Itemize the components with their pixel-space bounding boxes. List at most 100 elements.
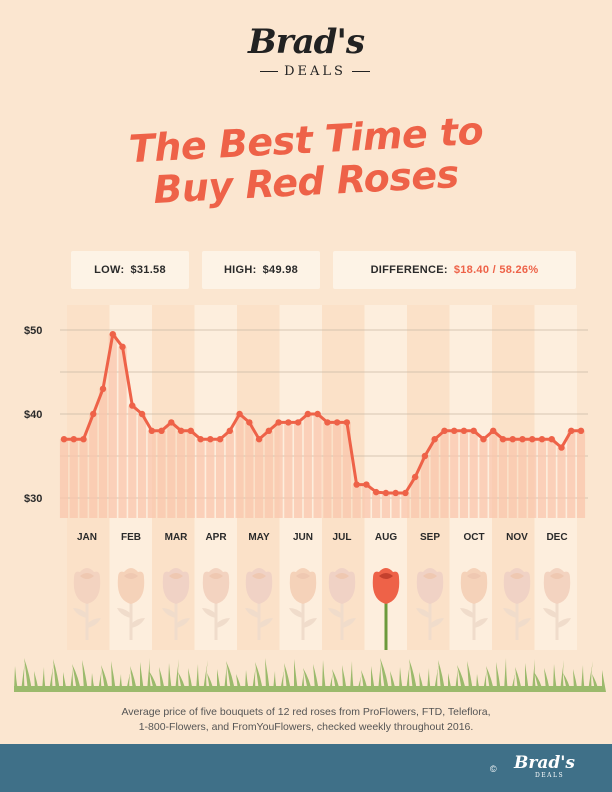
data-point [411, 473, 419, 481]
brand-logo: Brad's DEALS [0, 22, 612, 80]
data-point [548, 436, 555, 443]
data-point [441, 427, 448, 434]
data-point [314, 410, 321, 418]
stat-difference: DIFFERENCE: $18.40 / 58.26% [333, 251, 576, 289]
x-tick-label: JUN [293, 532, 313, 543]
value-bar [215, 439, 225, 518]
value-bar [157, 430, 166, 518]
data-point [138, 410, 146, 418]
x-tick-label: APR [205, 532, 227, 543]
value-bar [79, 439, 88, 518]
data-point [177, 427, 185, 434]
x-tick-label: DEC [546, 532, 567, 543]
value-bar [69, 439, 78, 518]
value-bar [118, 346, 127, 518]
data-point [431, 436, 438, 443]
value-bar [128, 405, 137, 518]
value-bar [576, 430, 586, 518]
data-point [577, 427, 585, 434]
data-point [558, 444, 565, 451]
data-point [519, 436, 526, 443]
data-point [80, 436, 87, 443]
footer-logo: Brad's DEALS [514, 754, 575, 780]
value-bar [303, 414, 312, 518]
value-bar [537, 439, 547, 518]
data-point [324, 419, 331, 426]
stat-low-value: $31.58 [130, 264, 166, 276]
value-bar [508, 439, 517, 518]
value-bar [352, 484, 361, 518]
value-bar [206, 439, 215, 518]
value-bar [294, 422, 303, 518]
value-bar [362, 484, 371, 518]
data-point [460, 427, 468, 434]
value-bar [391, 492, 400, 518]
brand-logo-script: Brad's [247, 22, 365, 62]
value-bar [284, 422, 293, 518]
data-point [70, 436, 77, 443]
data-point [216, 436, 224, 443]
rose-icon [245, 568, 273, 640]
stat-low: LOW: $31.58 [71, 251, 189, 289]
rose-icon [328, 568, 356, 640]
x-tick-label: MAY [248, 532, 270, 543]
stat-high: HIGH: $49.98 [202, 251, 320, 289]
data-point [90, 410, 97, 418]
data-point [294, 419, 302, 426]
value-bar [450, 430, 459, 518]
data-point [187, 427, 195, 434]
x-tick-label: AUG [375, 532, 397, 543]
data-point [372, 488, 380, 496]
data-point [333, 419, 341, 426]
data-point [255, 436, 263, 443]
data-point [226, 427, 234, 434]
value-bar [245, 422, 254, 518]
value-bar [196, 439, 205, 518]
data-point [285, 419, 292, 426]
value-bar [274, 422, 283, 518]
stat-high-label: HIGH: [223, 264, 257, 276]
value-bar [459, 430, 469, 518]
rose-icon [202, 568, 230, 640]
footer-logo-script: Brad's [514, 753, 576, 773]
rose-icon [416, 568, 444, 640]
value-bar [518, 439, 527, 518]
value-bar [420, 456, 430, 518]
data-point [499, 436, 507, 443]
value-bar [528, 439, 537, 518]
x-tick-label: JUL [333, 532, 352, 543]
data-point [99, 385, 107, 392]
value-bar [372, 492, 381, 518]
value-bar [567, 430, 576, 518]
value-bar [381, 492, 390, 518]
x-tick-label: MAR [165, 532, 189, 543]
data-point [236, 410, 243, 418]
y-tick-label: $40 [24, 409, 42, 421]
x-tick-label: FEB [121, 532, 141, 543]
stat-difference-value: $18.40 / 58.26% [453, 264, 539, 276]
data-point [353, 481, 360, 488]
value-bar [342, 422, 351, 518]
data-point [275, 419, 282, 426]
data-point [246, 419, 253, 426]
value-bar [489, 430, 498, 518]
value-bar [333, 422, 342, 518]
footnote-line-1: Average price of five bouquets of 12 red… [121, 706, 491, 718]
x-tick-label: NOV [506, 532, 528, 543]
value-bar [313, 414, 322, 518]
x-tick-label: OCT [463, 532, 484, 543]
data-point [158, 427, 165, 434]
grass-decoration [14, 658, 606, 692]
value-bar [167, 422, 176, 518]
value-bar [323, 422, 332, 518]
data-point [529, 436, 536, 443]
value-bar [59, 439, 69, 518]
value-bar [186, 430, 195, 518]
data-point [421, 452, 429, 460]
data-point [207, 436, 214, 443]
rose-icon [73, 568, 101, 640]
rose-icon [289, 568, 317, 640]
stat-high-value: $49.98 [262, 264, 299, 276]
data-point [197, 436, 204, 443]
data-point [148, 427, 155, 434]
